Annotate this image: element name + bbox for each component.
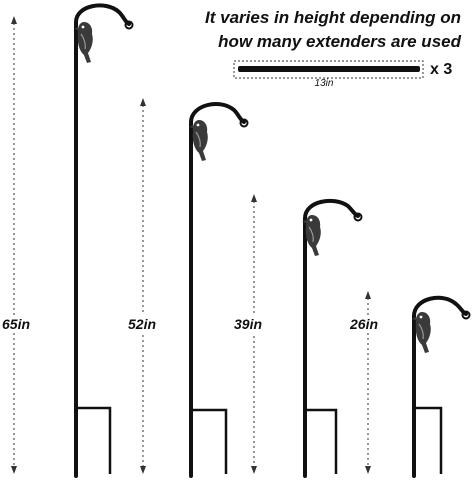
headline-line-2: how many extenders are used (218, 32, 461, 51)
hook-26in (365, 291, 471, 478)
headline-line-1: It varies in height depending on (205, 8, 461, 27)
hook-65in (11, 3, 134, 478)
height-label-26in: 26in (350, 315, 379, 333)
hook-39in (251, 194, 363, 478)
hook-52in (140, 98, 249, 478)
extender-length-label: 13in (314, 78, 334, 89)
height-label-39in: 39in (234, 315, 263, 333)
extender-rod (233, 60, 424, 79)
height-label-52in: 52in (128, 315, 157, 333)
height-label-65in: 65in (2, 315, 31, 333)
extender-multiplier: x 3 (430, 61, 453, 78)
